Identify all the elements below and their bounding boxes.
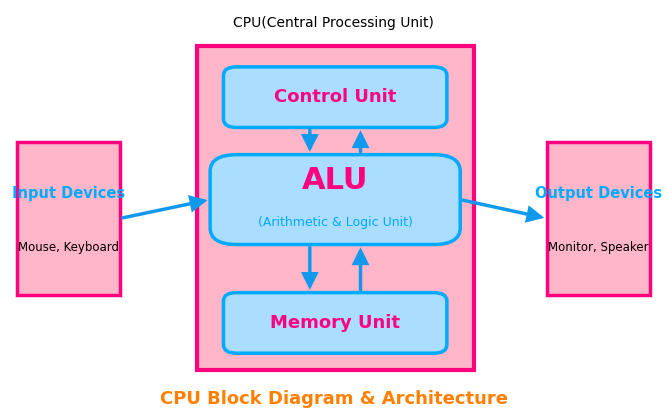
Text: Memory Unit: Memory Unit — [270, 314, 400, 332]
Text: CPU Block Diagram & Architecture: CPU Block Diagram & Architecture — [159, 390, 508, 408]
Text: Control Unit: Control Unit — [274, 88, 396, 106]
Bar — [17, 142, 120, 295]
Bar — [547, 142, 650, 295]
Text: Output Devices: Output Devices — [535, 186, 662, 201]
Text: Monitor, Speaker: Monitor, Speaker — [548, 241, 649, 254]
Text: CPU(Central Processing Unit): CPU(Central Processing Unit) — [233, 16, 434, 30]
Text: (Arithmetic & Logic Unit): (Arithmetic & Logic Unit) — [257, 216, 413, 229]
Text: Input Devices: Input Devices — [12, 186, 125, 201]
FancyBboxPatch shape — [223, 293, 447, 353]
Bar — [197, 46, 474, 370]
Text: Mouse, Keyboard: Mouse, Keyboard — [18, 241, 119, 254]
FancyBboxPatch shape — [210, 155, 460, 245]
FancyBboxPatch shape — [223, 67, 447, 127]
Text: ALU: ALU — [302, 166, 368, 195]
